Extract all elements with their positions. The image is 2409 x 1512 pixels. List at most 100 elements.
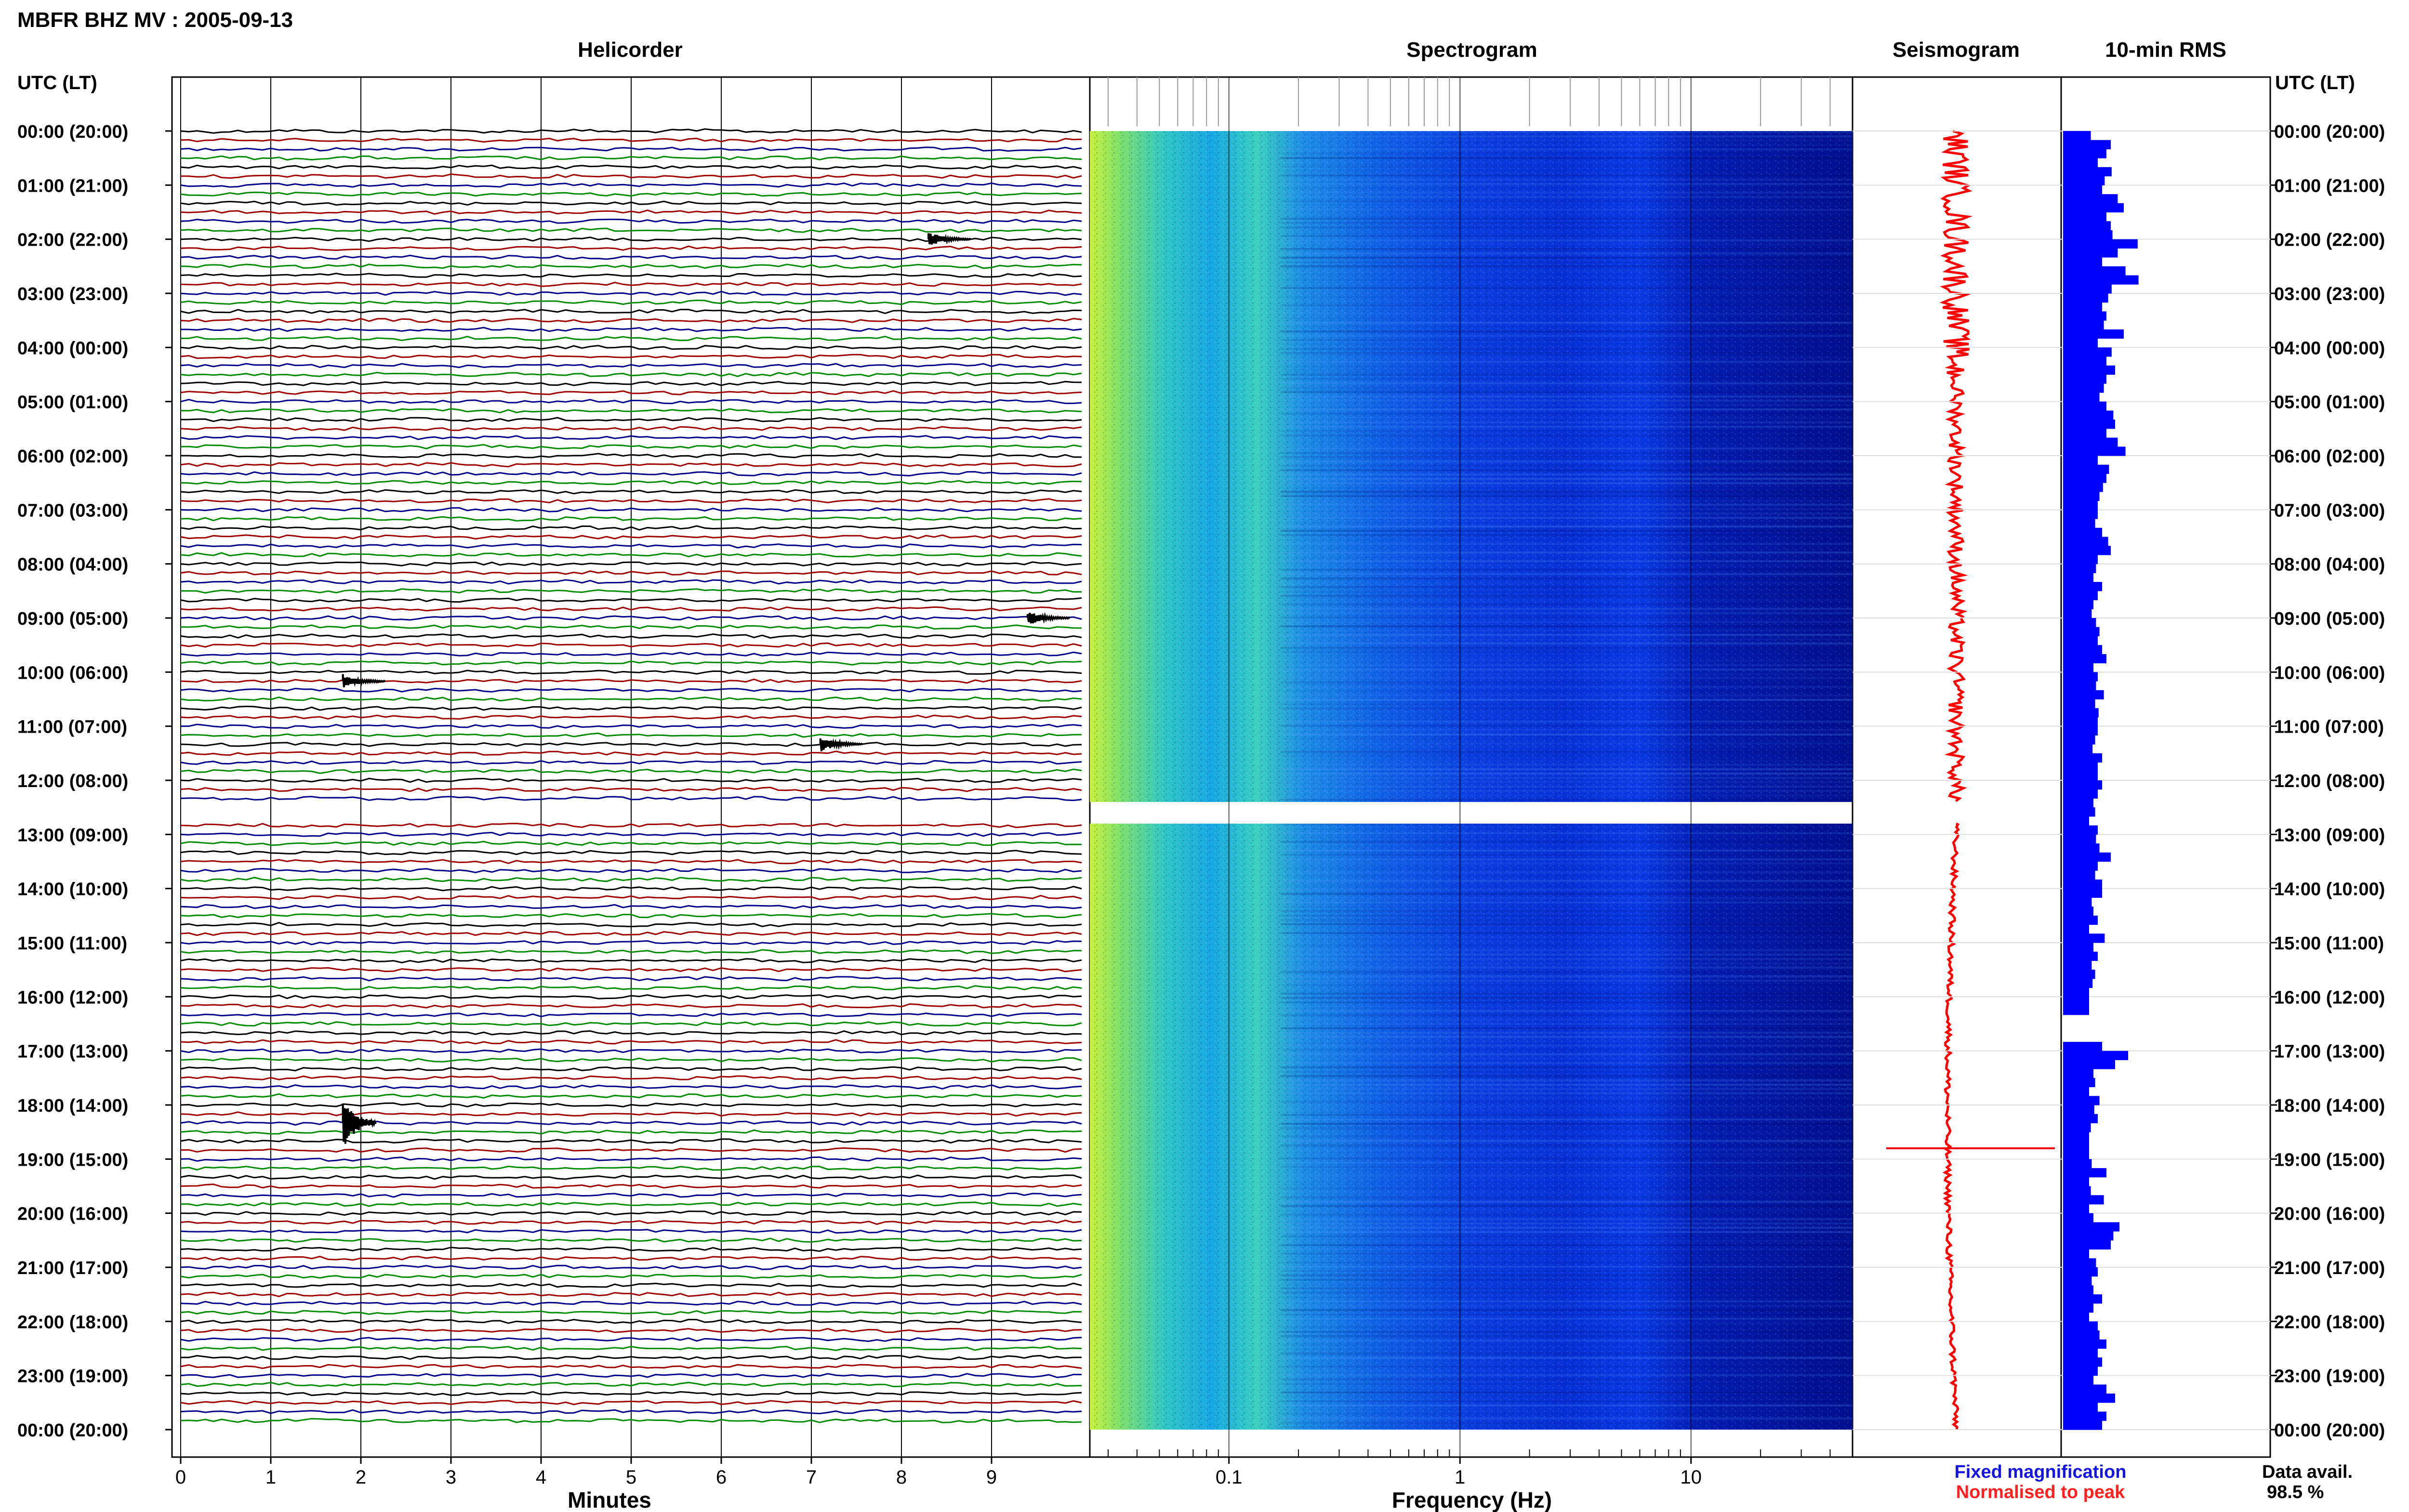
rms-bar — [2063, 1231, 2114, 1241]
spectrogram-streak — [1280, 543, 1853, 545]
helicorder-trace — [180, 579, 1082, 585]
spectrogram-streak — [1281, 1322, 1853, 1324]
spectrogram-streak — [1280, 854, 1853, 856]
rms-bar — [2063, 717, 2098, 727]
helicorder-trace — [180, 1291, 1082, 1297]
spectrogram-streak — [1280, 430, 1853, 432]
spectrogram-streak — [1280, 417, 1853, 419]
spectrogram-streak — [1280, 460, 1853, 462]
helicorder-trace — [180, 1220, 1082, 1225]
rms-bar — [2063, 527, 2102, 537]
rms-bar — [2063, 1123, 2091, 1132]
spectrogram-streak — [1280, 1153, 1853, 1155]
time-label-left: 17:00 (13:00) — [17, 1042, 128, 1062]
rms-bar — [2063, 212, 2106, 222]
utc-header-left: UTC (LT) — [17, 72, 97, 93]
spectrogram-streak — [1280, 992, 1853, 995]
spectrogram-streak — [1280, 1105, 1853, 1107]
spectrogram-streak — [1281, 486, 1853, 488]
data-availability-value: 98.5 % — [2267, 1482, 2324, 1502]
helicorder-trace — [180, 732, 1082, 738]
spectrogram-streak — [1280, 799, 1853, 801]
time-label-right: 09:00 (05:00) — [2274, 609, 2385, 629]
spectrogram-streak — [1280, 1127, 1853, 1129]
helicorder-trace — [180, 831, 1082, 837]
spectrogram-streak — [1280, 971, 1853, 973]
spectrogram-streak — [1280, 1148, 1853, 1151]
spectrogram-streak — [1280, 867, 1853, 869]
minute-tick-label: 7 — [806, 1467, 817, 1488]
time-label-left: 03:00 (23:00) — [17, 284, 128, 304]
spectrogram-streak — [1280, 1400, 1853, 1402]
seismogram-panel — [1853, 130, 2061, 1430]
spectrogram-streak — [1281, 326, 1853, 328]
rms-bar — [2063, 618, 2096, 628]
rms-bar — [2063, 383, 2104, 393]
helicorder-header: Helicorder — [578, 38, 683, 62]
helicorder-trace — [180, 1282, 1082, 1288]
spectrogram-streak — [1280, 708, 1853, 710]
time-label-left: 01:00 (21:00) — [17, 176, 128, 196]
spectrogram-streak — [1280, 1231, 1853, 1233]
rms-bar — [2063, 943, 2093, 952]
helicorder-trace — [180, 894, 1082, 900]
spectrogram-streak — [1280, 226, 1853, 228]
spectrogram-streak — [1281, 1183, 1853, 1185]
helicorder-trace — [180, 209, 1082, 215]
spectrogram-streak — [1280, 530, 1853, 532]
spectrogram-streak — [1280, 469, 1853, 471]
rms-bar — [2063, 447, 2126, 456]
helicorder-trace — [180, 137, 1082, 143]
spectrogram-streak — [1281, 828, 1853, 830]
spectrogram-streak — [1280, 997, 1853, 999]
spectrogram-streak — [1280, 382, 1853, 384]
time-label-right: 10:00 (06:00) — [2274, 663, 2385, 683]
spectrogram-streak — [1280, 1161, 1853, 1164]
rms-bar — [2063, 699, 2095, 709]
spectrogram-streak — [1281, 1370, 1853, 1372]
spectrogram-streak — [1280, 906, 1853, 908]
minute-tick-label: 3 — [446, 1467, 456, 1488]
rms-bar — [2063, 221, 2111, 231]
spectrogram-streak — [1280, 1196, 1853, 1198]
spectrogram-streak — [1280, 1326, 1853, 1328]
time-label-right: 01:00 (21:00) — [2274, 176, 2385, 196]
spectrogram-streak — [1280, 604, 1853, 605]
spectrogram-streak — [1280, 183, 1853, 185]
spectrogram-streak — [1280, 599, 1853, 601]
rms-bar — [2063, 735, 2095, 745]
spectrogram-streak — [1281, 747, 1853, 749]
spectrogram-streak — [1280, 1044, 1853, 1047]
helicorder-trace — [180, 1247, 1082, 1252]
spectrogram-streak — [1280, 153, 1853, 155]
rms-bar — [2063, 591, 2098, 601]
spectrogram-streak — [1280, 452, 1853, 454]
helicorder-trace — [180, 335, 1082, 342]
rms-bar — [2063, 519, 2095, 528]
time-label-right: 15:00 (11:00) — [2274, 933, 2384, 954]
seismogram-trace — [1939, 130, 1973, 1430]
helicorder-trace — [180, 1030, 1082, 1036]
spectrogram-streak — [1280, 1278, 1853, 1281]
helicorder-trace — [180, 1409, 1082, 1415]
spectrogram-streak — [1280, 322, 1853, 324]
spectrogram-streak — [1280, 1114, 1853, 1116]
rms-bar — [2063, 1060, 2115, 1069]
spectrogram-streak — [1280, 897, 1853, 899]
helicorder-trace — [180, 858, 1082, 865]
spectrogram-streak — [1280, 919, 1853, 921]
helicorder-trace — [180, 1255, 1082, 1261]
spectrogram-streak — [1281, 556, 1853, 558]
time-label-right: 07:00 (03:00) — [2274, 500, 2385, 521]
helicorder-trace — [180, 841, 1082, 846]
spectrogram-streak — [1280, 660, 1853, 662]
helicorder-trace — [180, 570, 1082, 576]
spectrogram-streak — [1280, 1209, 1853, 1211]
rms-bar — [2063, 582, 2102, 592]
rms-bar — [2063, 1132, 2089, 1142]
spectrogram-streak — [1280, 1356, 1853, 1359]
time-label-left: 00:00 (20:00) — [17, 122, 128, 142]
spectrogram-streak — [1280, 339, 1853, 341]
spectrogram-streak — [1280, 1083, 1853, 1086]
